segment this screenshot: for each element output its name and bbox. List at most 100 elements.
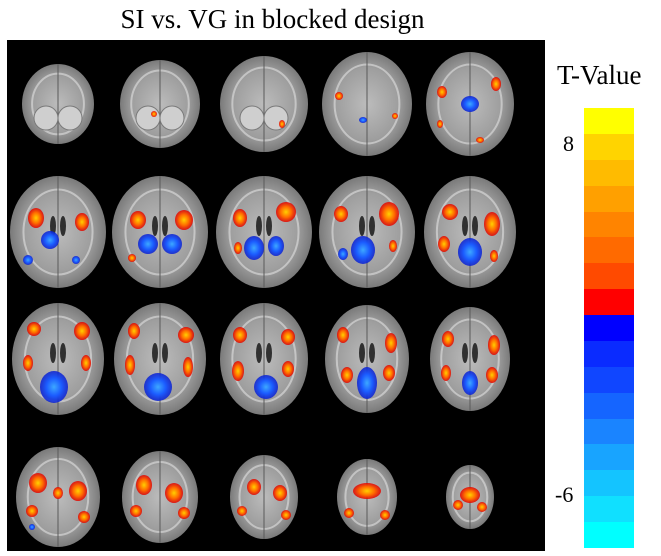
brain-slice [325, 305, 409, 413]
colorbar-segment [584, 522, 634, 548]
ventricle-left [359, 216, 365, 236]
activation-negative [138, 234, 158, 254]
brain-slice [322, 52, 412, 156]
brain-slice [446, 465, 494, 529]
activation-negative [162, 234, 182, 254]
activation-positive [442, 204, 458, 220]
brain-slice [16, 447, 100, 547]
activation-positive [69, 481, 87, 501]
activation-positive [335, 92, 343, 100]
activation-positive [477, 502, 487, 512]
colorbar-segment [584, 185, 634, 212]
activation-positive [128, 254, 136, 262]
activation-positive [26, 505, 38, 517]
colorbar-segment [584, 340, 634, 367]
brain-slice [10, 176, 106, 288]
activation-negative [462, 371, 478, 395]
colorbar-segment [584, 496, 634, 522]
activation-positive [491, 77, 501, 91]
activation-positive [27, 322, 41, 336]
activation-positive [379, 202, 399, 226]
activation-positive [53, 487, 63, 499]
activation-negative [29, 524, 35, 530]
activation-positive [234, 242, 242, 254]
activation-positive [281, 329, 295, 345]
brain-slice [220, 56, 308, 152]
activation-positive [484, 212, 500, 236]
colorbar-segment [584, 237, 634, 264]
cerebellum-left [239, 105, 265, 131]
activation-negative [357, 367, 377, 399]
activation-positive [392, 113, 398, 119]
colorbar-segment [584, 211, 634, 238]
brain-slice [216, 176, 312, 288]
colorbar-segment [584, 470, 634, 497]
colorbar-segment [584, 444, 634, 471]
activation-positive [476, 137, 484, 143]
colorbar [584, 108, 634, 548]
activation-positive [75, 213, 89, 231]
activation-positive [136, 475, 152, 495]
brain-slice [114, 303, 206, 415]
ventricle-left [462, 216, 468, 236]
activation-negative [40, 371, 68, 403]
activation-positive [488, 335, 500, 355]
colorbar-segment [584, 159, 634, 186]
activation-positive [175, 210, 193, 230]
ventricle-left [50, 216, 56, 236]
colorbar-segment [584, 418, 634, 445]
activation-positive [344, 508, 354, 518]
activation-positive [437, 120, 443, 128]
ventricle-left [256, 343, 262, 363]
brain-slice [22, 64, 94, 144]
ventricle-right [266, 216, 272, 236]
activation-positive [281, 510, 291, 520]
activation-positive [233, 327, 247, 343]
activation-positive [178, 507, 190, 519]
brain-slice [122, 451, 198, 543]
ventricle-right [266, 343, 272, 363]
brain-slice [12, 303, 104, 415]
cerebellum-right [57, 105, 83, 131]
colorbar-tick-min: -6 [555, 482, 574, 507]
colorbar-tick-max: 8 [563, 131, 574, 156]
brain-slice [430, 307, 510, 411]
ventricle-left [462, 343, 468, 363]
brain-slice-panel [7, 40, 545, 551]
colorbar-segment [584, 315, 634, 341]
colorbar-segment [584, 108, 634, 134]
activation-positive [28, 208, 44, 228]
colorbar-segment [584, 289, 634, 315]
brain-slice [426, 52, 514, 156]
activation-positive [81, 355, 91, 371]
activation-positive [383, 365, 395, 381]
colorbar-segment [584, 263, 634, 290]
activation-negative [338, 248, 348, 260]
activation-positive [334, 206, 348, 222]
ventricle-right [162, 343, 168, 363]
activation-positive [385, 333, 397, 353]
activation-positive [125, 355, 135, 375]
brain-slice [319, 176, 415, 288]
activation-positive [78, 511, 90, 523]
brain-slice [230, 455, 298, 539]
activation-negative [461, 96, 479, 112]
activation-negative [268, 236, 284, 256]
activation-positive [441, 365, 451, 381]
activation-positive [337, 327, 349, 343]
ventricle-left [256, 216, 262, 236]
ventricle-left [359, 343, 365, 363]
activation-positive [232, 361, 244, 381]
figure-title: SI vs. VG in blocked design [120, 4, 425, 34]
colorbar-title: T-Value [557, 60, 642, 90]
activation-positive [341, 367, 353, 383]
activation-positive [282, 361, 294, 377]
brain-slice [424, 176, 516, 288]
activation-positive [389, 240, 397, 252]
activation-positive [233, 209, 247, 227]
activation-negative [23, 255, 33, 265]
activation-positive [279, 120, 285, 128]
activation-positive [453, 500, 463, 510]
activation-positive [151, 111, 157, 117]
activation-negative [351, 236, 375, 264]
